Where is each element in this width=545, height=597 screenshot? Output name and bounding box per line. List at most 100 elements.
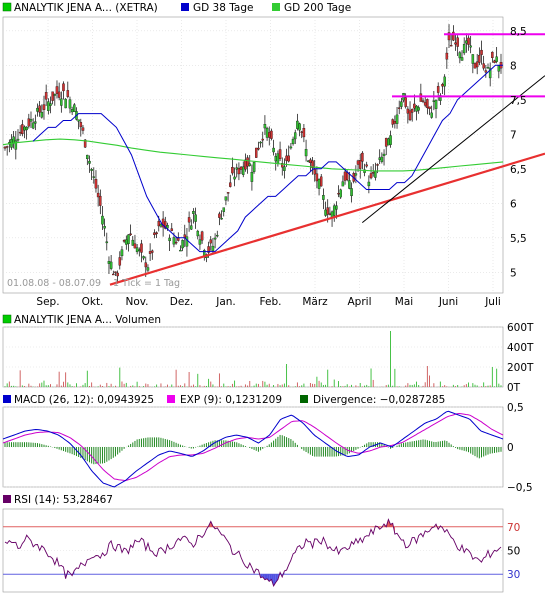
legend-ma38: GD 38 Tage	[193, 2, 254, 14]
candle-body	[248, 163, 252, 166]
candle-body	[138, 249, 141, 251]
candle-body	[393, 120, 397, 124]
candle-body	[185, 236, 189, 247]
price-x-tick: Mai	[395, 296, 413, 308]
volume-grid	[3, 326, 503, 388]
legend-swatch-ma200	[272, 3, 280, 11]
candle-body	[246, 157, 249, 167]
candle-body	[44, 92, 48, 100]
candle-body	[86, 154, 89, 160]
candle-body	[242, 166, 245, 175]
price-y-tick: 7,5	[510, 95, 527, 107]
price-y-tick: 5	[510, 267, 517, 279]
candle-body	[287, 155, 290, 162]
candle-body	[207, 246, 210, 253]
price-x-tick: Sep.	[36, 296, 59, 308]
candle-body	[244, 159, 247, 170]
candle-body	[365, 164, 368, 167]
candle-body	[449, 45, 453, 47]
candle-body	[133, 243, 137, 249]
candle-body	[319, 176, 323, 187]
candle-body	[413, 103, 416, 109]
candle-body	[378, 157, 381, 160]
candle-body	[148, 251, 152, 254]
candle-body	[233, 176, 236, 180]
candle-body	[51, 91, 54, 101]
price-y-tick: 7	[510, 129, 517, 141]
candle-body	[304, 149, 308, 157]
candle-body	[38, 105, 41, 113]
candle-body	[350, 188, 353, 197]
candle-body	[190, 225, 193, 230]
legend-divergence: Divergence: −0,0287285	[313, 394, 445, 406]
candle-body	[458, 52, 462, 59]
candle-body	[419, 93, 423, 102]
candle-body	[283, 166, 286, 171]
candle-body	[452, 31, 455, 41]
candle-body	[140, 243, 143, 253]
candle-body	[495, 56, 498, 62]
candle-body	[3, 146, 7, 149]
macd-lines	[2, 410, 504, 488]
price-x-tick: Jan.	[215, 296, 236, 308]
candle-body	[289, 146, 293, 149]
volume-plot-area	[2, 326, 504, 388]
candle-body	[254, 147, 258, 158]
candle-body	[68, 99, 72, 109]
candle-body	[311, 160, 314, 169]
candle-body	[432, 100, 436, 102]
candle-body	[12, 136, 15, 144]
macd-legend: MACD (26, 12): 0,0943925 EXP (9): 0,1231…	[3, 394, 445, 406]
price-x-tick: Nov.	[125, 296, 148, 308]
candle-body	[300, 131, 303, 133]
candle-body	[142, 256, 145, 259]
candle-body	[475, 61, 479, 68]
candle-body	[482, 63, 485, 69]
candle-body	[387, 138, 390, 146]
legend-swatch-macd	[3, 395, 11, 403]
candle-body	[88, 160, 91, 164]
candle-body	[53, 94, 57, 96]
candle-body	[62, 83, 65, 92]
candle-body	[376, 164, 379, 166]
candle-body	[27, 118, 31, 127]
rsi-legend: RSI (14): 53,28467	[3, 494, 113, 506]
candle-body	[447, 32, 451, 41]
candle-body	[341, 181, 345, 187]
candle-body	[430, 112, 433, 118]
macd-signal-line	[2, 412, 504, 482]
volume-y-tick: 600T	[507, 322, 534, 334]
candle-body	[36, 107, 39, 112]
candle-body	[181, 240, 184, 249]
candle-body	[198, 239, 202, 245]
candle-body	[337, 193, 340, 195]
candle-body	[358, 160, 362, 169]
candle-body	[272, 147, 275, 153]
candle-body	[356, 160, 360, 165]
macd-y-tick: 0	[507, 442, 514, 454]
candle-body	[410, 108, 414, 113]
candle-body	[226, 192, 230, 194]
macd-y-axis: 0,5 0 −0,5	[507, 402, 533, 494]
candle-body	[70, 109, 74, 113]
candle-body	[315, 173, 319, 182]
rsi-oversold-fill	[264, 574, 268, 580]
candle-body	[291, 138, 295, 145]
candle-body	[339, 189, 342, 198]
candle-body	[317, 179, 321, 189]
candle-body	[118, 257, 122, 266]
volume-legend: ANALYTIK JENA A... Volumen	[2, 314, 161, 326]
candle-body	[469, 45, 472, 48]
candle-body	[335, 205, 338, 210]
candle-body	[49, 103, 52, 106]
candle-body	[443, 76, 446, 87]
rsi-grid	[3, 526, 503, 575]
candle-body	[276, 153, 280, 164]
price-x-axis: Sep. Okt. Nov. Dez. Jan. Feb. März April Mai Juni…	[36, 296, 500, 308]
candle-body	[326, 207, 329, 215]
candle-body	[480, 49, 483, 55]
candle-body	[125, 239, 128, 245]
candle-body	[361, 152, 364, 162]
price-y-tick: 8,5	[510, 26, 527, 38]
candle-body	[109, 261, 113, 269]
